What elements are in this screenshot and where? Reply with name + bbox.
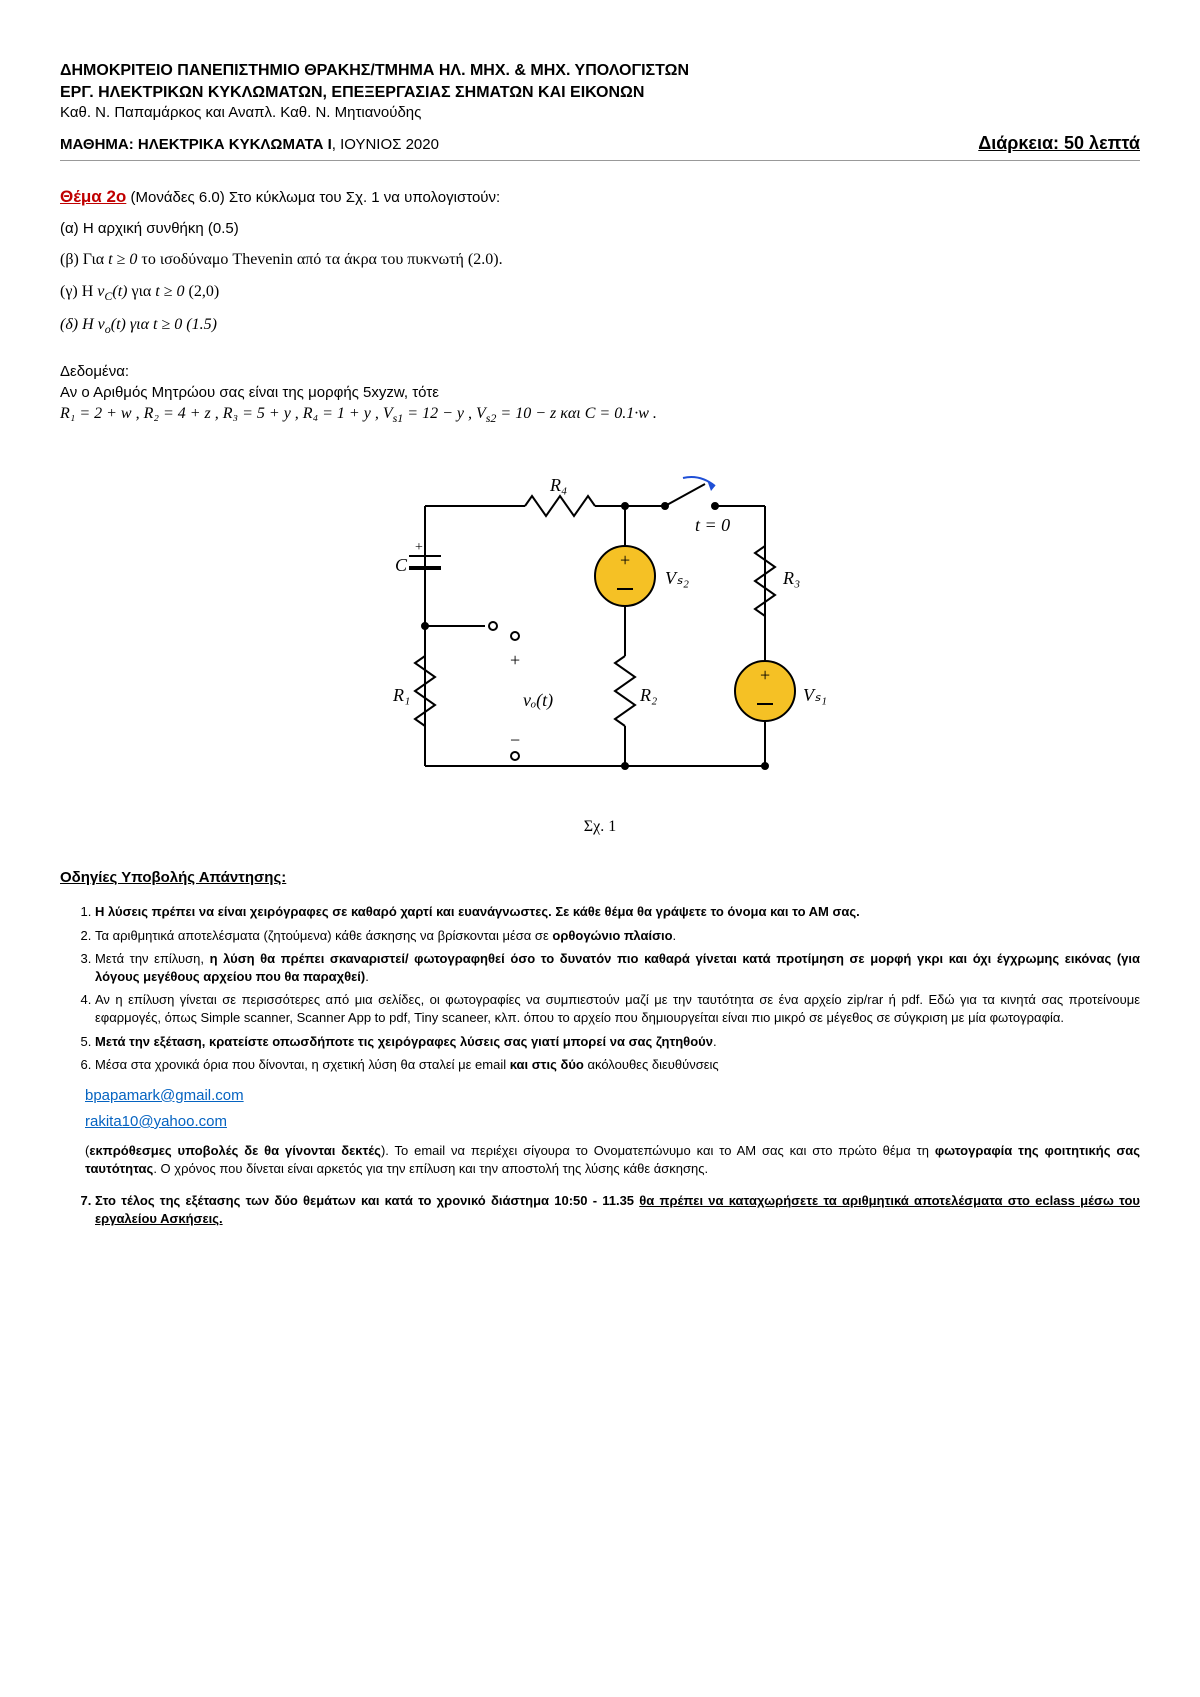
c-cond: t ≥ 0	[155, 283, 184, 300]
course-date: , ΙΟΥΝΙΟΣ 2020	[332, 136, 439, 153]
d-for: για	[126, 316, 153, 333]
dedomena: Δεδομένα: Αν ο Αριθμός Μητρώου σας είναι…	[60, 362, 1140, 426]
dedomena-eq: R₁ = 2 + w , R₂ = 4 + z , R₃ = 5 + y , R…	[60, 403, 1140, 426]
instr-3: Μετά την επίλυση, η λύση θα πρέπει σκανα…	[95, 950, 1140, 985]
eq-mid2: = 10 − z και C = 0.1·w .	[496, 405, 656, 422]
eq-part1: R₁ = 2 + w , R₂ = 4 + z , R₃ = 5 + y , R…	[60, 405, 393, 422]
sub-b: (β) Για t ≥ 0 το ισοδύναμο Thevenin από …	[60, 249, 1140, 271]
eq-s1: s1	[393, 411, 404, 425]
header-profs: Καθ. Ν. Παπαμάρκος και Αναπλ. Καθ. Ν. Μη…	[60, 103, 1140, 123]
lbl-C: C	[395, 555, 408, 575]
instr-4: Αν η επίλυση γίνεται σε περισσότερες από…	[95, 991, 1140, 1026]
lbl-t0: t = 0	[695, 515, 730, 535]
sub-d: (δ) Η vo(t) για t ≥ 0 (1.5)	[60, 314, 1140, 337]
c-pts: (2,0)	[185, 283, 220, 300]
dedomena-title: Δεδομένα:	[60, 362, 1140, 382]
c-pre: (γ) Η	[60, 283, 97, 300]
d-cond: t ≥ 0	[153, 316, 182, 333]
header-university: ΔΗΜΟΚΡΙΤΕΙΟ ΠΑΝΕΠΙΣΤΗΜΙΟ ΘΡΑΚΗΣ/ΤΜΗΜΑ ΗΛ…	[60, 60, 1140, 82]
instr-7: Στο τέλος της εξέτασης των δύο θεμάτων κ…	[95, 1192, 1140, 1227]
header-lab: ΕΡΓ. ΗΛΕΚΤΡΙΚΩΝ ΚΥΚΛΩΜΑΤΩΝ, ΕΠΕΞΕΡΓΑΣΙΑΣ…	[60, 82, 1140, 104]
c-arg: (t)	[112, 283, 127, 300]
eq-s2: s2	[486, 411, 497, 425]
instructions-list-7: Στο τέλος της εξέτασης των δύο θεμάτων κ…	[60, 1192, 1140, 1227]
circuit-figure: + +	[60, 456, 1140, 838]
thema-rest: (Μονάδες 6.0) Στο κύκλωμα του Σχ. 1 να υ…	[126, 189, 500, 206]
instr-1: Η λύσεις πρέπει να είναι χειρόγραφες σε …	[95, 903, 1140, 921]
lbl-R1: R₁	[392, 685, 410, 705]
header-course-row: ΜΑΘΗΜΑ: ΗΛΕΚΤΡΙΚΑ ΚΥΚΛΩΜΑΤΑ Ι, ΙΟΥΝΙΟΣ 2…	[60, 131, 1140, 160]
email-1[interactable]: bpapamark@gmail.com	[85, 1086, 244, 1106]
circuit-svg: + +	[365, 456, 835, 806]
svg-text:+: +	[415, 540, 423, 555]
b-cond: t ≥ 0	[108, 251, 137, 268]
instr-2: Τα αριθμητικά αποτελέσματα (ζητούμενα) κ…	[95, 927, 1140, 945]
b-pre: (β) Για	[60, 251, 108, 268]
header-course: ΜΑΘΗΜΑ: ΗΛΕΚΤΡΙΚΑ ΚΥΚΛΩΜΑΤΑ Ι, ΙΟΥΝΙΟΣ 2…	[60, 135, 439, 155]
svg-text:+: +	[620, 550, 630, 570]
b-post: το ισοδύναμο Thevenin από τα άκρα του πυ…	[137, 251, 502, 268]
lbl-R4: R₄	[549, 475, 567, 495]
instructions-list: Η λύσεις πρέπει να είναι χειρόγραφες σε …	[60, 903, 1140, 1073]
email-2[interactable]: rakita10@yahoo.com	[85, 1112, 227, 1132]
dedomena-line1: Αν ο Αριθμός Μητρώου σας είναι της μορφή…	[60, 383, 1140, 403]
lbl-R3: R₃	[782, 568, 800, 588]
c-for: για	[128, 283, 156, 300]
lbl-vo: vₒ(t)	[523, 690, 553, 711]
eq-mid1: = 12 − y , V	[403, 405, 485, 422]
d-pre: (δ) Η	[60, 316, 98, 333]
instr-5: Μετά την εξέταση, κρατείστε οπωσδήποτε τ…	[95, 1033, 1140, 1051]
header-duration: Διάρκεια: 50 λεπτά	[978, 131, 1140, 155]
d-var: v	[98, 316, 105, 333]
final-note: (εκπρόθεσμες υποβολές δε θα γίνονται δεκ…	[85, 1142, 1140, 1177]
sub-c: (γ) Η vC(t) για t ≥ 0 (2,0)	[60, 281, 1140, 304]
svg-text:+: +	[760, 665, 770, 685]
lbl-Vs1: Vₛ₁	[803, 685, 827, 705]
svg-text:+: +	[510, 650, 520, 670]
lbl-Vs2: Vₛ₂	[665, 568, 689, 588]
svg-text:−: −	[510, 730, 520, 750]
thema-red: Θέμα 2ο	[60, 187, 126, 206]
course-bold: ΜΑΘΗΜΑ: ΗΛΕΚΤΡΙΚΑ ΚΥΚΛΩΜΑΤΑ Ι	[60, 136, 332, 153]
instr-6: Μέσα στα χρονικά όρια που δίνονται, η σχ…	[95, 1056, 1140, 1074]
instructions-title: Οδηγίες Υποβολής Απάντησης:	[60, 868, 1140, 888]
d-pts: (1.5)	[182, 316, 217, 333]
circuit-caption: Σχ. 1	[60, 816, 1140, 838]
sub-a: (α) Η αρχική συνθήκη (0.5)	[60, 219, 1140, 239]
lbl-R2: R₂	[639, 685, 657, 705]
thema-title: Θέμα 2ο (Μονάδες 6.0) Στο κύκλωμα του Σχ…	[60, 186, 1140, 209]
d-arg: (t)	[111, 316, 126, 333]
